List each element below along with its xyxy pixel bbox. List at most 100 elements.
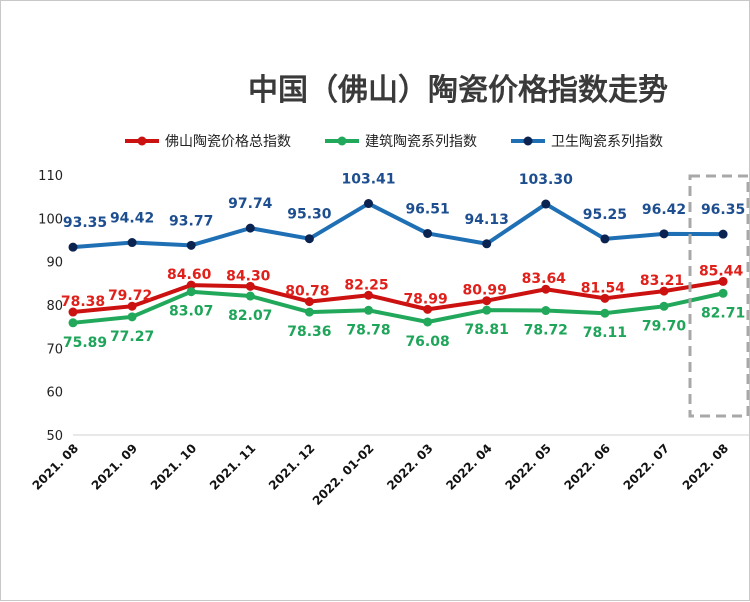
data-point [600, 308, 610, 318]
data-point [718, 288, 728, 298]
highlight-box [688, 174, 750, 418]
series-line [72, 201, 724, 250]
x-tick-label: 2021. 11 [207, 441, 259, 493]
series-0 [68, 276, 728, 317]
data-point [718, 229, 728, 239]
data-label: 78.99 [403, 291, 447, 307]
data-label: 80.78 [285, 284, 329, 300]
legend: 佛山陶瓷价格总指数 建筑陶瓷系列指数 卫生陶瓷系列指数 [125, 134, 663, 150]
x-tick-label: 2022. 06 [562, 441, 614, 493]
data-label: 93.35 [63, 215, 107, 231]
data-label: 79.70 [642, 318, 687, 334]
data-label: 83.21 [640, 273, 684, 289]
series-1 [68, 287, 728, 328]
data-point [423, 317, 433, 327]
data-label: 96.35 [701, 202, 745, 218]
x-tick-label: 2022. 01-02 [310, 441, 377, 508]
x-tick-label: 2022. 07 [621, 441, 673, 493]
data-label: 78.72 [524, 323, 568, 339]
x-tick-label: 2021. 09 [89, 441, 141, 493]
data-label: 81.54 [581, 280, 626, 296]
data-label: 95.30 [287, 207, 332, 223]
data-label: 83.64 [522, 271, 567, 287]
data-point [659, 229, 669, 239]
data-point [127, 301, 137, 311]
data-label: 94.13 [465, 212, 509, 228]
y-tick-label: 50 [46, 429, 63, 444]
data-point [659, 286, 669, 296]
data-label: 97.74 [228, 196, 273, 212]
series-layer [68, 199, 728, 328]
data-point [600, 234, 610, 244]
data-label: 79.72 [108, 288, 152, 304]
y-tick-label: 90 [46, 256, 63, 271]
legend-swatch-marker [337, 136, 347, 146]
data-point [127, 238, 137, 248]
data-point [718, 276, 728, 286]
data-point [364, 290, 373, 300]
legend-item: 佛山陶瓷价格总指数 [125, 134, 291, 150]
y-tick-label: 110 [38, 169, 63, 184]
data-label: 95.25 [583, 207, 627, 223]
legend-item: 建筑陶瓷系列指数 [325, 134, 477, 150]
data-label: 84.30 [226, 268, 271, 284]
data-point [304, 307, 314, 317]
x-tick-label: 2022. 05 [502, 441, 554, 493]
data-label: 78.11 [583, 325, 627, 341]
data-point [659, 301, 669, 311]
x-tick-label: 2022. 03 [384, 441, 436, 493]
data-label: 75.89 [63, 335, 107, 351]
data-label: 77.27 [110, 329, 154, 345]
data-point [304, 234, 314, 244]
data-point [364, 305, 373, 315]
y-tick-label: 70 [46, 342, 63, 357]
data-point [423, 304, 433, 314]
data-point [364, 199, 373, 209]
data-label: 78.81 [465, 322, 509, 338]
x-tick-label: 2022. 08 [680, 441, 732, 493]
data-point [482, 296, 492, 306]
data-label: 78.36 [287, 324, 331, 340]
y-tick-label: 60 [46, 386, 63, 401]
x-tick-label: 2022. 04 [443, 441, 495, 493]
y-tick-label: 100 [38, 212, 63, 227]
data-point [482, 239, 492, 249]
data-label: 84.60 [167, 267, 212, 283]
data-point [423, 228, 433, 238]
data-label: 78.38 [61, 294, 105, 310]
data-label: 85.44 [699, 263, 744, 279]
data-point [186, 280, 196, 290]
data-label: 103.30 [519, 172, 573, 188]
data-label: 93.77 [169, 213, 213, 229]
data-point [541, 306, 551, 316]
data-label: 96.51 [405, 201, 449, 217]
data-point [245, 291, 255, 301]
x-tick-label: 2021. 12 [266, 441, 318, 493]
data-label: 94.42 [110, 211, 154, 227]
data-labels: 78.38 79.72 84.60 84.30 80.78 82.25 78.99 80.99… [61, 172, 745, 351]
data-point [68, 307, 78, 317]
data-label: 76.08 [405, 334, 449, 350]
series-line [72, 279, 724, 315]
data-label: 78.78 [346, 322, 390, 338]
data-point [186, 287, 196, 297]
chart-title: 中国（佛山）陶瓷价格指数走势 [248, 73, 668, 108]
data-label: 82.07 [228, 308, 272, 324]
legend-label: 卫生陶瓷系列指数 [551, 134, 663, 150]
data-point [186, 240, 196, 250]
data-label: 82.25 [344, 277, 388, 293]
data-point [245, 223, 255, 233]
data-label: 82.71 [701, 305, 745, 321]
data-point [482, 305, 492, 315]
data-point [541, 199, 551, 209]
data-point [68, 318, 78, 328]
legend-label: 建筑陶瓷系列指数 [365, 134, 477, 150]
legend-swatch-marker [137, 136, 147, 146]
series-line [72, 289, 724, 325]
data-point [127, 312, 137, 322]
x-tick-label: 2021. 08 [30, 441, 82, 493]
data-point [304, 297, 314, 307]
data-point [600, 293, 610, 303]
